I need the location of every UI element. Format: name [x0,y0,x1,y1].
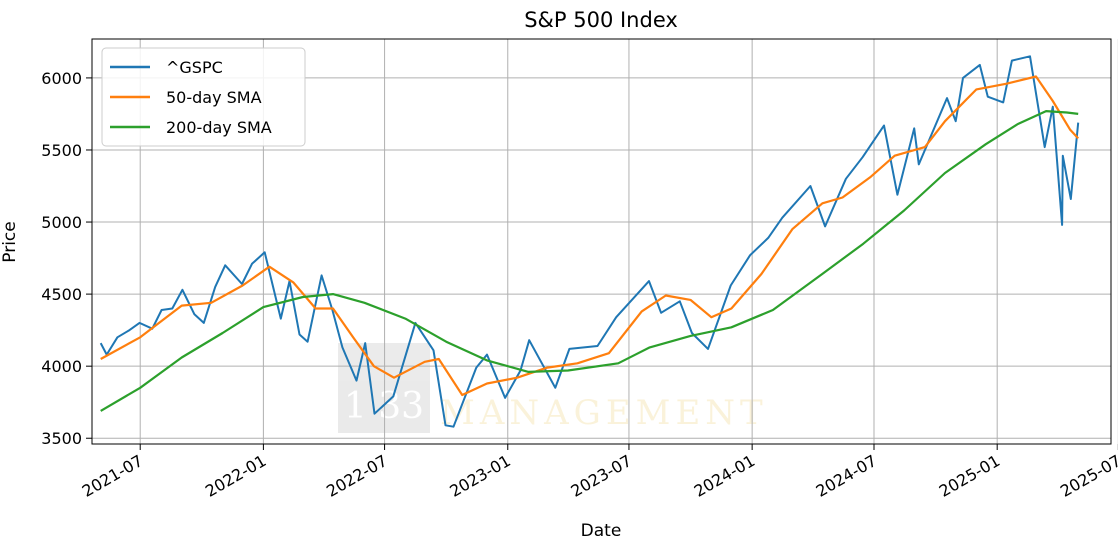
y-tick-label: 5500 [41,141,82,160]
x-tick-label: 2023-07 [568,451,635,501]
y-tick-label: 3500 [41,429,82,448]
watermark-logo-block [338,343,430,433]
y-axis-title: Price [0,221,20,262]
x-tick-label: 2022-07 [323,451,390,501]
legend-label: 200-day SMA [166,118,272,137]
x-axis-title: Date [581,521,622,541]
series-lines [99,55,1080,428]
y-tick-label: 4000 [41,357,82,376]
x-tick-label: 2024-07 [813,451,880,501]
y-tick-label: 4500 [41,285,82,304]
x-tick-label: 2025-01 [936,451,1003,501]
watermark-logo-mark: 1 33 [344,386,424,427]
legend-label: ^GSPC [166,58,223,77]
x-tick-label: 2022-01 [202,451,269,501]
x-tick-label: 2021-07 [79,451,146,501]
legend-label: 50-day SMA [166,88,262,107]
y-tick-label: 6000 [41,69,82,88]
y-tick-label: 5000 [41,213,82,232]
plot-frame [91,38,1112,445]
chart-title: S&P 500 Index [524,8,678,32]
x-tick-label: 2025-07 [1057,451,1118,501]
watermark: 1 33 MANAGEMENT [338,343,768,433]
legend: ^GSPC 50-day SMA 200-day SMA [101,47,306,147]
series-line-2 [100,109,1079,412]
legend-box [101,47,306,147]
series-line-1 [100,75,1080,397]
x-tick-label: 2024-01 [691,451,758,501]
watermark-text: MANAGEMENT [440,393,768,433]
x-tick-label: 2023-01 [446,451,513,501]
